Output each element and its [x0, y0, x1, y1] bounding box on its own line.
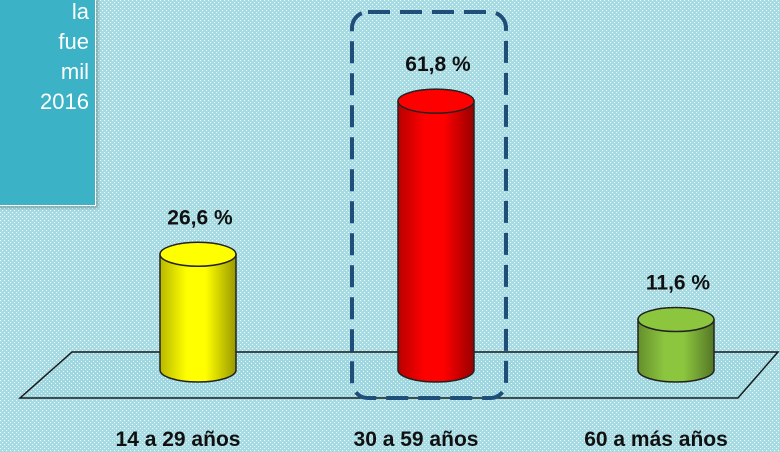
- bar-2: [397, 88, 475, 383]
- bar-top-2: [397, 88, 475, 114]
- callout-line-1: la: [71, 0, 89, 24]
- category-label-1: 14 a 29 años: [116, 428, 241, 451]
- value-label-2: 61,8 %: [405, 53, 471, 76]
- value-label-1: 26,6 %: [167, 206, 233, 229]
- text-callout-box: la fue mil 2016: [0, 0, 96, 206]
- bars-group: [159, 88, 715, 383]
- callout-line-4: 2016: [40, 89, 89, 114]
- value-label-3: 11,6 %: [646, 272, 711, 295]
- bar-body-1: [159, 253, 237, 383]
- bar-top-3: [637, 306, 715, 333]
- callout-line-2: fue: [58, 29, 89, 54]
- bar-body-3: [637, 318, 715, 383]
- bar-1: [159, 241, 237, 383]
- category-label-3: 60 a más años: [584, 428, 728, 451]
- bar-3: [637, 306, 715, 383]
- callout-line-3: mil: [60, 59, 89, 84]
- labels-group: 26,6 % 14 a 29 años 61,8 % 30 a 59 años 11,6…: [116, 53, 728, 451]
- bar-top-1: [159, 241, 237, 268]
- category-label-2: 30 a 59 años: [354, 428, 479, 451]
- bar-body-2: [397, 100, 475, 383]
- highlight-box: [350, 10, 508, 400]
